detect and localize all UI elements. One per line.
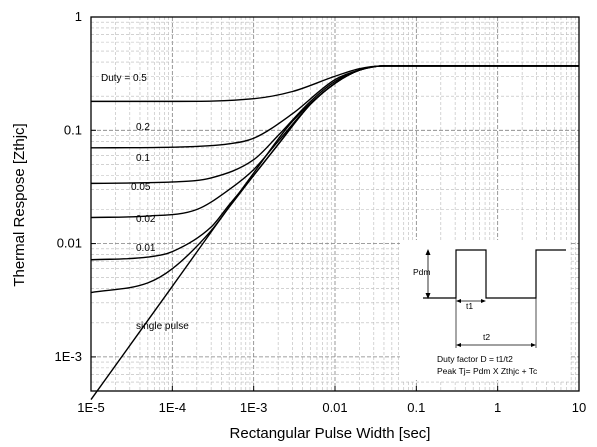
t2-arrow-left [456, 343, 461, 347]
axis-ticks: 1E-5 1E-4 1E-3 0.01 0.1 1 10 1 0.1 0.01 1E-3 [55, 9, 587, 415]
series-label: 0.2 [136, 122, 150, 133]
x-tick-label: 10 [572, 400, 586, 415]
series-label: Duty = 0.5 [101, 73, 147, 84]
pulse-waveform [423, 249, 566, 299]
pdm-arrow-head-top [425, 249, 431, 255]
series-label: single pulse [136, 321, 189, 332]
t1-arrow-left [456, 299, 461, 303]
x-tick-label: 1E-3 [240, 400, 267, 415]
pdm-arrow-head-bottom [425, 293, 431, 299]
inset-pdm-label: Pdm [413, 267, 430, 277]
x-tick-label: 1E-5 [77, 400, 104, 415]
series-label: 0.05 [131, 182, 151, 193]
inset-t1-label: t1 [466, 301, 473, 311]
inset-peak-tj-label: Peak Tj= Pdm X Zthjc + Tc [437, 366, 538, 376]
x-tick-label: 0.01 [322, 400, 347, 415]
x-tick-label: 1E-4 [159, 400, 186, 415]
x-tick-label: 1 [494, 400, 501, 415]
t1-arrow-right [481, 299, 486, 303]
series-label: 0.01 [136, 243, 156, 254]
t2-arrow-right [531, 343, 536, 347]
series-line [90, 65, 579, 400]
series-label: 0.1 [136, 153, 150, 164]
y-tick-label: 1E-3 [55, 349, 82, 364]
series-label-group: Duty = 0.5 0.2 0.1 0.05 0.02 0.01 single pulse [101, 73, 189, 332]
series-group [90, 65, 579, 400]
y-tick-label: 0.1 [64, 122, 82, 137]
duty-waveform-inset: Pdm t1 t2 Duty factor D = t1/t2 Peak Tj=… [400, 240, 570, 380]
inset-t2-label: t2 [483, 332, 490, 342]
series-label: 0.02 [136, 214, 156, 225]
y-axis-label: Thermal Respose [Zthjc] [11, 123, 28, 286]
x-axis-label: Rectangular Pulse Width [sec] [230, 425, 431, 442]
y-tick-label: 1 [75, 9, 82, 24]
y-tick-label: 0.01 [57, 236, 82, 251]
x-tick-label: 0.1 [407, 400, 425, 415]
inset-duty-factor-label: Duty factor D = t1/t2 [437, 354, 513, 364]
